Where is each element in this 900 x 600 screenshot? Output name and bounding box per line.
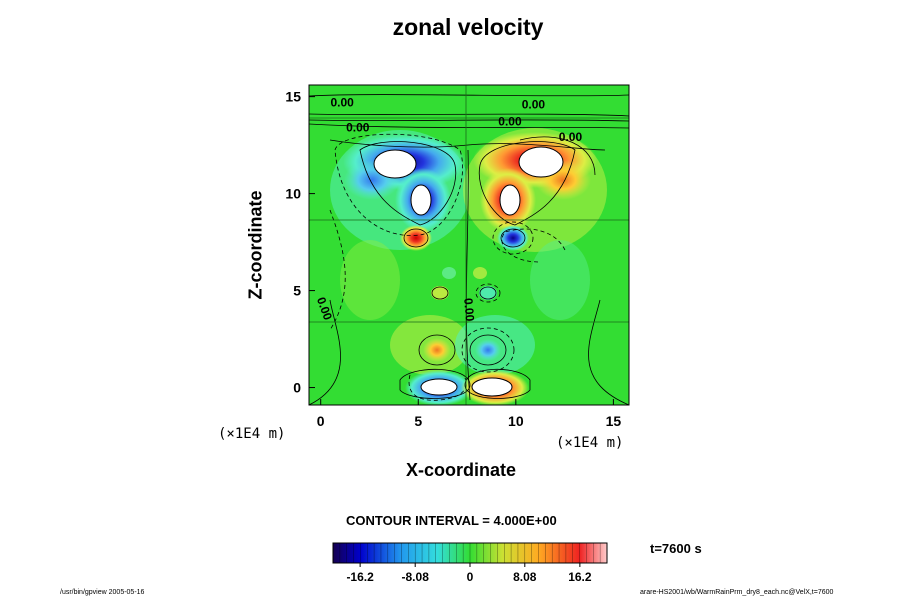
colorbar-tick-label: 0 [467, 570, 474, 584]
time-label: t=7600 s [650, 541, 702, 556]
x-tick-label: 5 [414, 413, 422, 429]
contour-zero-line [309, 299, 341, 405]
plot-area [308, 84, 630, 406]
field-tint [473, 267, 487, 279]
x-tick-label: 15 [606, 413, 622, 429]
contour-line [403, 228, 429, 248]
colorbar-tick-label: 16.2 [568, 570, 592, 584]
negative-contour-line [475, 283, 501, 303]
contour-label: 0.00 [330, 95, 354, 109]
contour-line [464, 368, 531, 399]
contour-line [519, 136, 596, 176]
x-unit-label: (×1E4 m) [218, 426, 286, 442]
contour-interval-label: CONTOUR INTERVAL = 4.000E+00 [346, 513, 557, 528]
contour-line [399, 368, 471, 399]
saturated-region [471, 377, 513, 397]
contour-line [478, 141, 576, 226]
y-axis-label: Z-coordinate [245, 190, 266, 300]
contour-lines [309, 94, 629, 405]
contour-label: 0.00 [522, 97, 546, 111]
colorbar-ticks: -16.2 -8.08 0 8.08 16.2 [346, 563, 592, 584]
y-tick-label: 5 [293, 283, 301, 299]
contour-line [431, 286, 449, 300]
saturated-region [518, 146, 564, 178]
contour-zero-line [309, 94, 629, 97]
contour-label: 0.00 [461, 297, 477, 322]
contour-zero-line [309, 123, 629, 129]
contour-line [359, 141, 457, 226]
contour-zero-line [309, 119, 629, 122]
negative-contour-line [408, 374, 467, 401]
contour-line [469, 334, 507, 366]
y-tick-label: 10 [285, 186, 301, 202]
x-tick-label: 0 [317, 413, 325, 429]
contour-zero-line [467, 143, 606, 151]
contour-line [500, 228, 526, 248]
footer-source: arare-HS2001/wb/WarmRainPrm_dry8_each.nc… [640, 589, 834, 596]
grid [309, 85, 629, 405]
chart-title: zonal velocity [392, 14, 544, 40]
contour-zero-line [309, 113, 629, 117]
negative-contours [329, 133, 566, 401]
plot-frame [308, 84, 630, 406]
negative-cell [475, 339, 501, 361]
x-axis-label: X-coordinate [406, 460, 517, 480]
contour-label: 0.00 [346, 121, 370, 135]
contour-label: 0.00 [498, 115, 522, 129]
positive-cell [423, 338, 451, 362]
contour-line [418, 334, 456, 366]
negative-contour-line [461, 327, 515, 373]
colorbar-tick-label: 8.08 [513, 570, 537, 584]
y-axis: 0 5 10 15 [285, 89, 315, 396]
contour-zero-line [588, 299, 629, 405]
field-tint [530, 240, 590, 320]
saturated-region [410, 184, 432, 216]
y-tick-label: 15 [285, 89, 301, 105]
x-tick-label: 10 [508, 413, 524, 429]
saturated-region [373, 149, 417, 179]
field-tint [442, 267, 456, 279]
x-unit-label-secondary: (×1E4 m) [556, 435, 624, 451]
field-tint [479, 286, 497, 300]
field-tint [340, 240, 400, 320]
colorbar: -16.2 -8.08 0 8.08 16.2 [332, 542, 608, 584]
x-axis: 0 5 10 15 [317, 399, 622, 429]
field-tint [431, 286, 449, 300]
saturated-region [499, 184, 521, 216]
y-tick-label: 0 [293, 380, 301, 396]
contour-zero-line [329, 139, 469, 148]
negative-contour-line [492, 221, 534, 255]
colorbar-tick-label: -16.2 [346, 570, 374, 584]
colorbar-tick-label: -8.08 [402, 570, 430, 584]
colorbar-stripes [332, 543, 608, 563]
footer-command: /usr/bin/gpview 2005-05-16 [60, 589, 145, 596]
contour-line [479, 286, 497, 300]
saturated-region [420, 378, 458, 396]
negative-contour-line [329, 209, 346, 331]
contour-label: 0.00 [559, 130, 583, 144]
negative-contour-line [334, 133, 463, 236]
